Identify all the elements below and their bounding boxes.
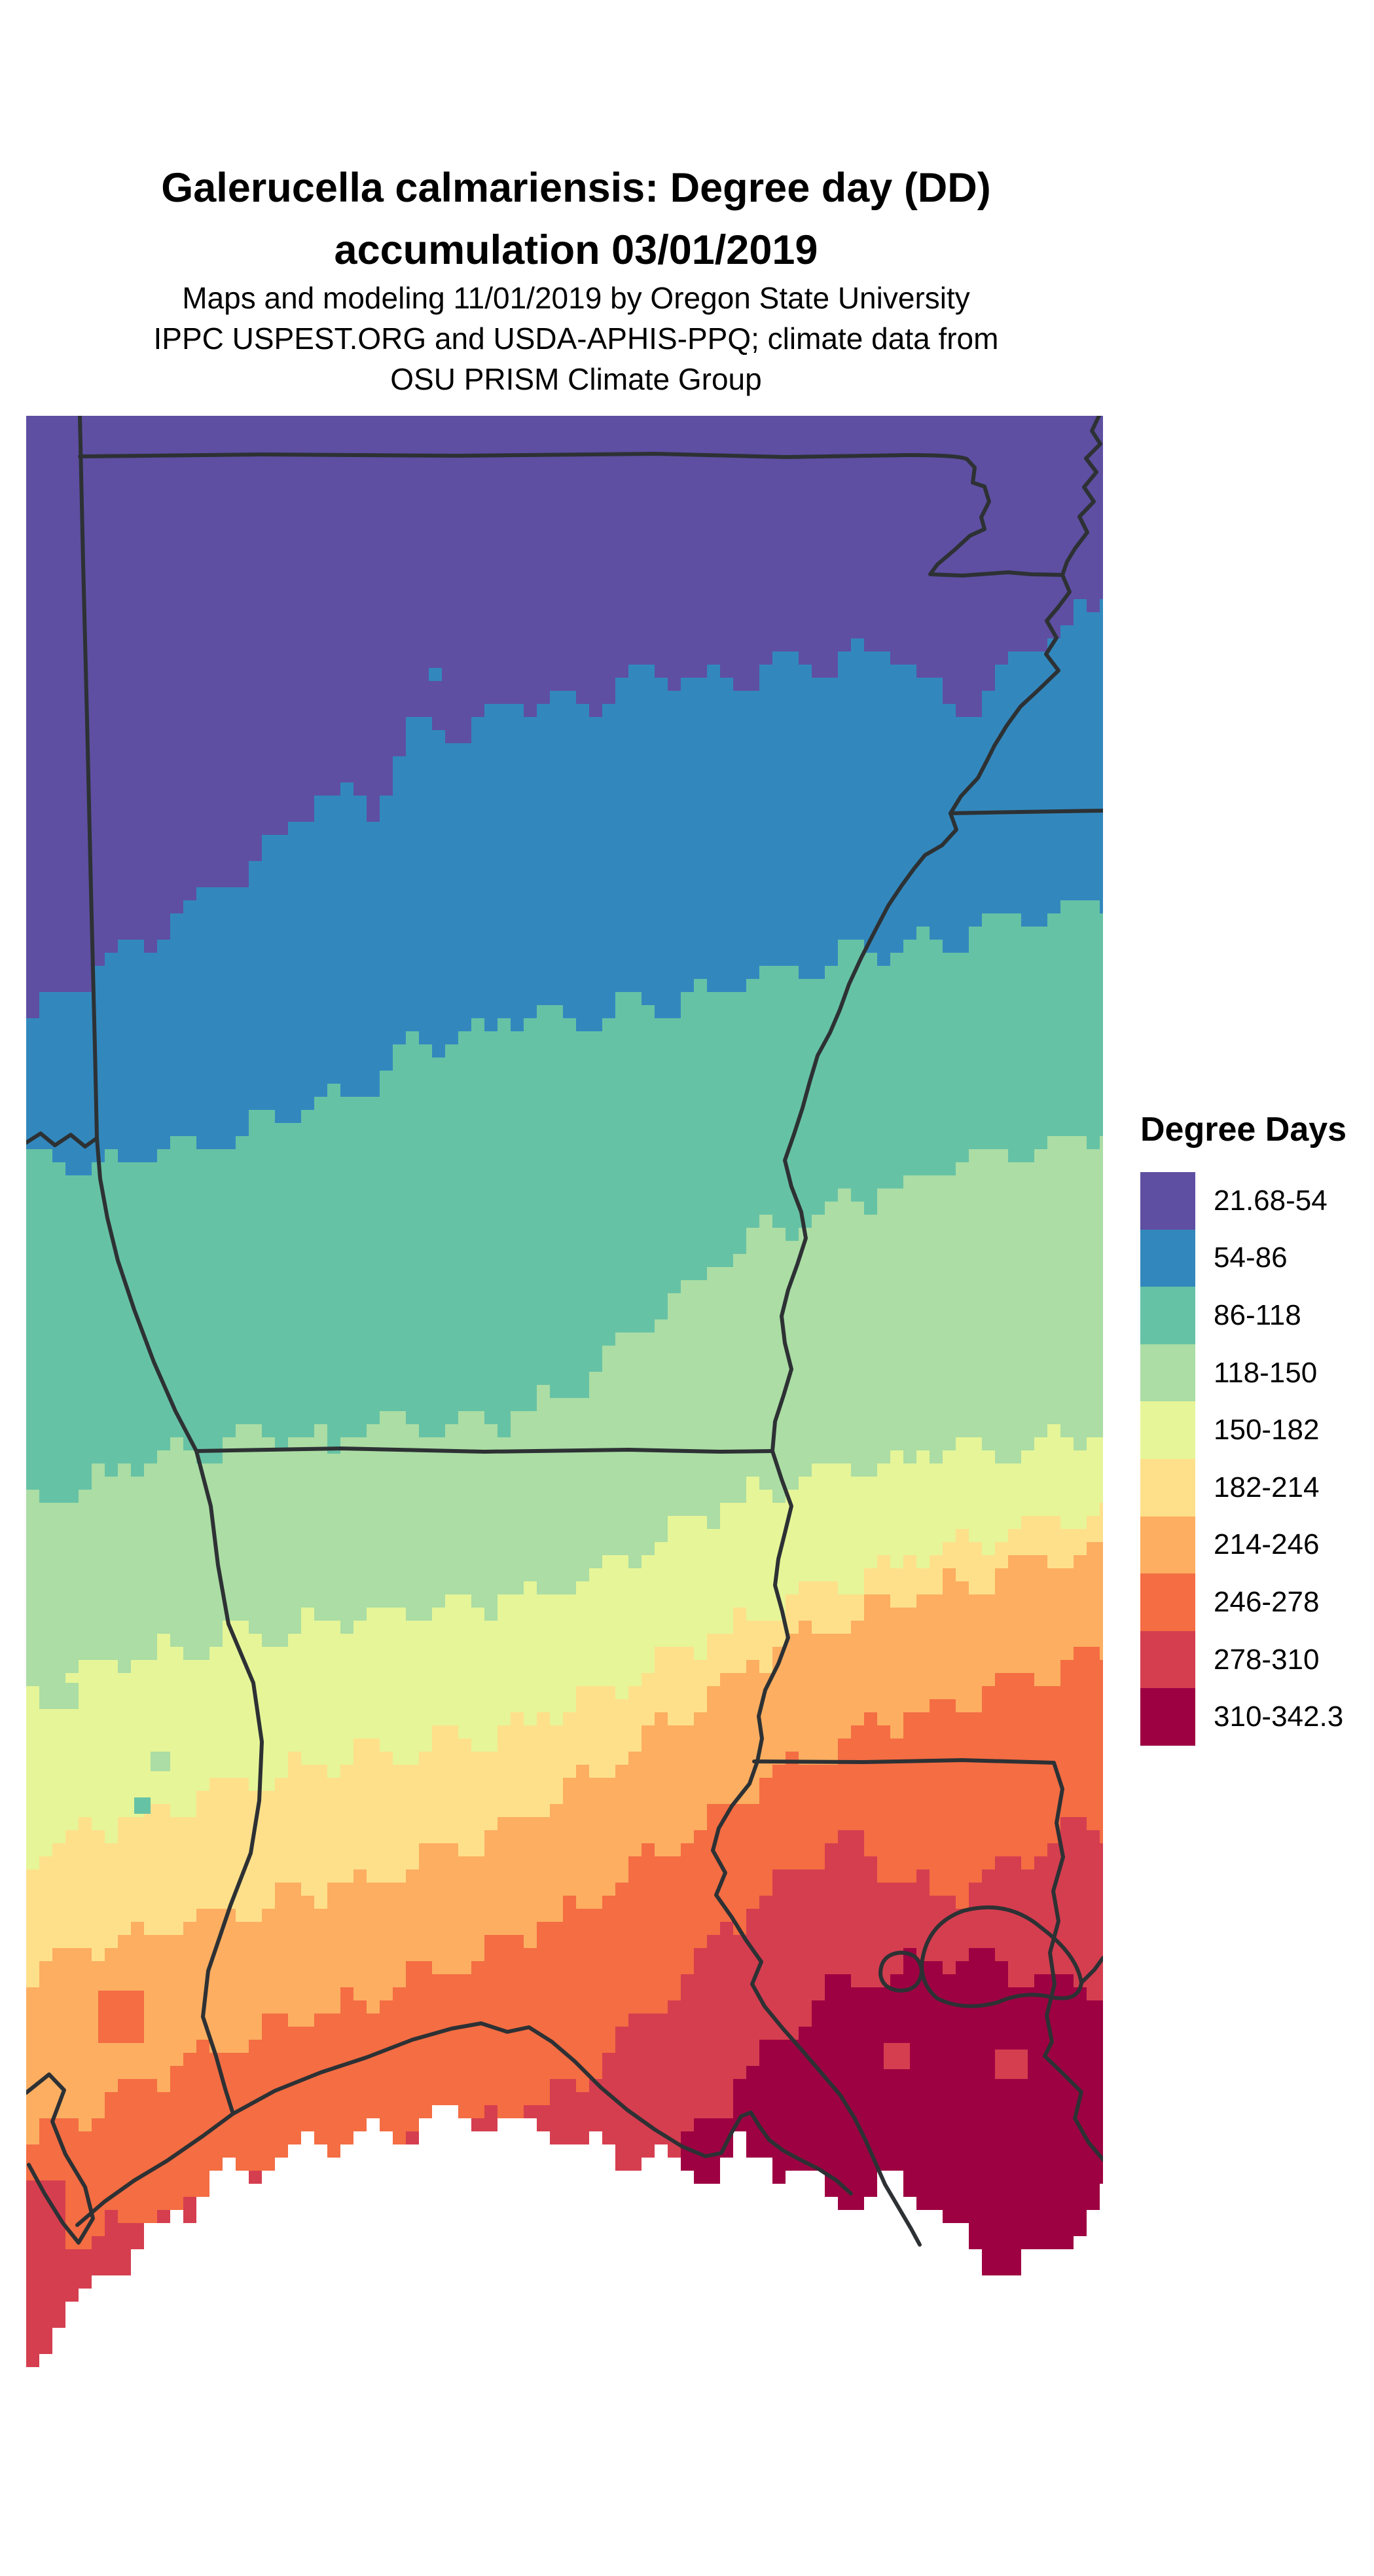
subtitle-line-3: OSU PRISM Climate Group <box>390 362 762 396</box>
gulf-of-mexico <box>26 2105 1103 2370</box>
legend-swatch <box>1140 1630 1195 1689</box>
subtitle-line-1: Maps and modeling 11/01/2019 by Oregon S… <box>182 281 970 315</box>
legend-entry-label: 310-342.3 <box>1214 1701 1344 1733</box>
legend-entry: 182-214 <box>1140 1458 1374 1517</box>
legend-swatch <box>1140 1688 1195 1746</box>
raster-speckles <box>26 668 1028 2266</box>
legend-entry-label: 278-310 <box>1214 1643 1320 1676</box>
legend-entry: 21.68-54 <box>1140 1172 1374 1230</box>
legend-entry-label: 150-182 <box>1214 1414 1320 1446</box>
legend-entry-label: 246-278 <box>1214 1585 1320 1618</box>
legend-entries: 21.68-54 54-86 86-118 118-150 150-182 18… <box>1140 1172 1374 1746</box>
legend-entry-label: 54-86 <box>1214 1242 1288 1274</box>
legend-entry-label: 21.68-54 <box>1214 1184 1328 1217</box>
state-borders <box>26 416 1103 2247</box>
raster-bands <box>26 416 1103 2370</box>
legend-entry: 118-150 <box>1140 1344 1374 1402</box>
legend-entry: 54-86 <box>1140 1229 1374 1287</box>
legend-swatch <box>1140 1401 1195 1459</box>
legend-entry: 214-246 <box>1140 1516 1374 1574</box>
legend-swatch <box>1140 1287 1195 1344</box>
legend-swatch <box>1140 1172 1195 1230</box>
legend-entry: 86-118 <box>1140 1287 1374 1344</box>
legend-title: Degree Days <box>1140 1111 1347 1149</box>
title-line-2: accumulation 03/01/2019 <box>334 227 818 273</box>
legend: Degree Days 21.68-54 54-86 86-118 118-15… <box>1140 1111 1374 1746</box>
legend-swatch <box>1140 1458 1195 1517</box>
legend-entry-label: 182-214 <box>1214 1471 1320 1503</box>
title-line-1: Galerucella calmariensis: Degree day (DD… <box>161 165 991 211</box>
legend-swatch <box>1140 1573 1195 1631</box>
page-title: Galerucella calmariensis: Degree day (DD… <box>0 157 1152 282</box>
subtitle: Maps and modeling 11/01/2019 by Oregon S… <box>0 278 1152 399</box>
legend-entry-label: 86-118 <box>1214 1298 1301 1331</box>
legend-entry-label: 214-246 <box>1214 1528 1320 1561</box>
legend-entry: 246-278 <box>1140 1573 1374 1631</box>
legend-swatch <box>1140 1344 1195 1402</box>
legend-swatch <box>1140 1516 1195 1574</box>
map-layers <box>26 416 1103 2370</box>
legend-entry-label: 118-150 <box>1214 1356 1318 1389</box>
legend-entry: 150-182 <box>1140 1401 1374 1459</box>
legend-entry: 310-342.3 <box>1140 1688 1374 1746</box>
subtitle-line-2: IPPC USPEST.ORG and USDA-APHIS-PPQ; clim… <box>153 322 999 356</box>
legend-swatch <box>1140 1229 1195 1287</box>
legend-entry: 278-310 <box>1140 1630 1374 1689</box>
